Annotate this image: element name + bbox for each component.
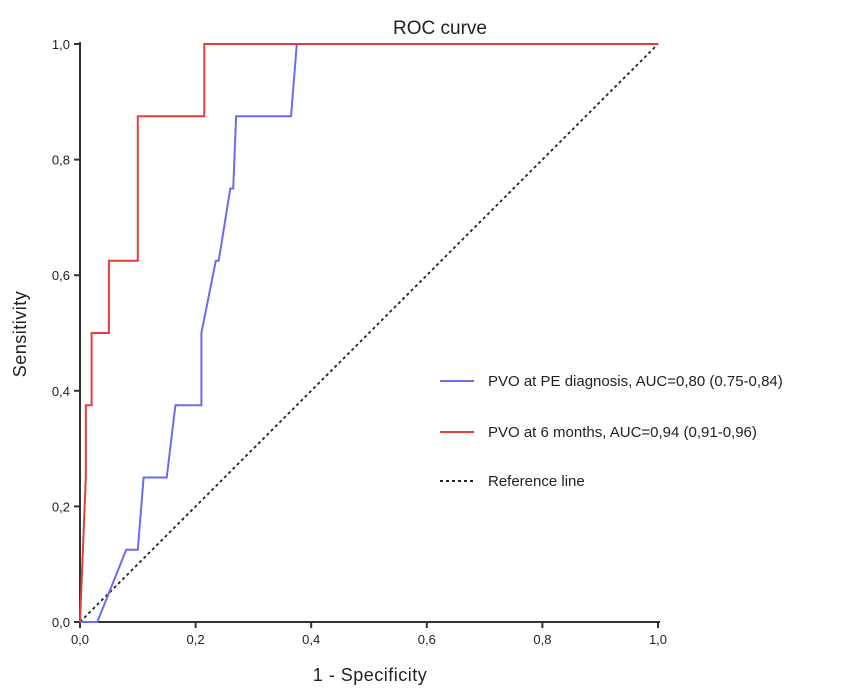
legend-label-2: Reference line [488,473,585,490]
legend: PVO at PE diagnosis, AUC=0,80 (0.75-0,84… [440,373,783,490]
series-line-2 [79,43,659,623]
series-line-1 [79,43,658,623]
x-tick-label: 0,2 [187,632,205,647]
x-tick-label: 0,4 [302,632,320,647]
x-tick-label: 0,8 [533,632,551,647]
y-tick-label: 0,2 [52,499,70,514]
y-tick-label: 0,0 [52,615,70,630]
x-tick-label: 0,6 [418,632,436,647]
x-tick-label: 1,0 [649,632,667,647]
x-axis-title: 1 - Specificity [313,665,428,685]
y-tick-label: 0,4 [52,384,70,399]
y-tick-label: 1,0 [52,37,70,52]
x-tick-label: 0,0 [71,632,89,647]
y-tick-label: 0,6 [52,268,70,283]
y-axis-title: Sensitivity [10,291,30,378]
chart-title: ROC curve [393,18,487,39]
plot-area: 0,0 0,2 0,4 0,6 0,8 1,0 0,0 0,2 0,4 0,6 0,8 1,0 [52,37,667,647]
legend-label-1: PVO at 6 months, AUC=0,94 (0,91-0,96) [488,424,757,441]
series-line-0 [80,43,658,623]
legend-label-0: PVO at PE diagnosis, AUC=0,80 (0.75-0,84… [488,373,783,390]
y-tick-label: 0,8 [52,153,70,168]
